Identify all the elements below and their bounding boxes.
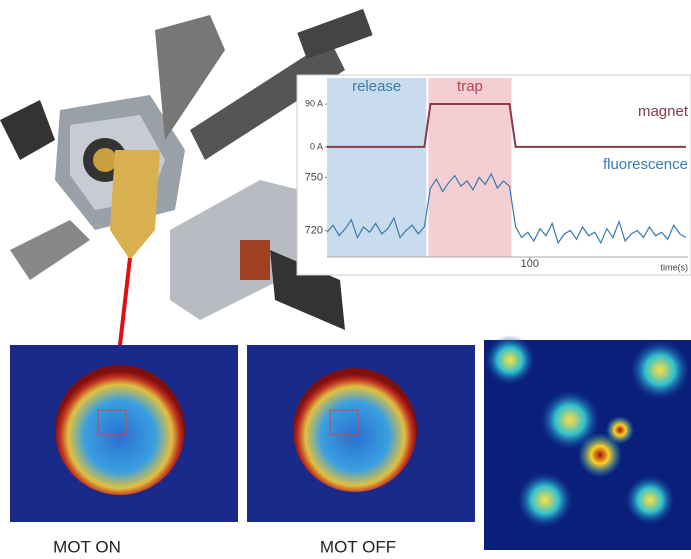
caption: MOT ON (53, 537, 121, 556)
legend-label: magnet (638, 103, 689, 120)
mot-off-image (247, 345, 475, 522)
y2-tick-label: 0 A (310, 141, 323, 151)
legend-label: fluorescence (603, 156, 688, 173)
zoom-image (484, 335, 691, 550)
caption: MOT OFF (320, 537, 396, 556)
figure: release trap 720 750 0 A 90 A 100 time(s) magnet… (0, 0, 691, 559)
span-label: release (352, 78, 401, 95)
y-tick-label: 720 (305, 224, 323, 236)
y-tick-label: 750 (305, 171, 323, 183)
mot-on-image (10, 345, 238, 522)
x-tick-label: 100 (521, 258, 539, 270)
chart: release trap 720 750 0 A 90 A 100 time(s) magnet… (297, 75, 691, 275)
span (327, 78, 426, 257)
span-label: trap (457, 78, 483, 95)
x-axis-label: time(s) (661, 262, 689, 272)
y2-tick-label: 90 A (305, 98, 323, 108)
